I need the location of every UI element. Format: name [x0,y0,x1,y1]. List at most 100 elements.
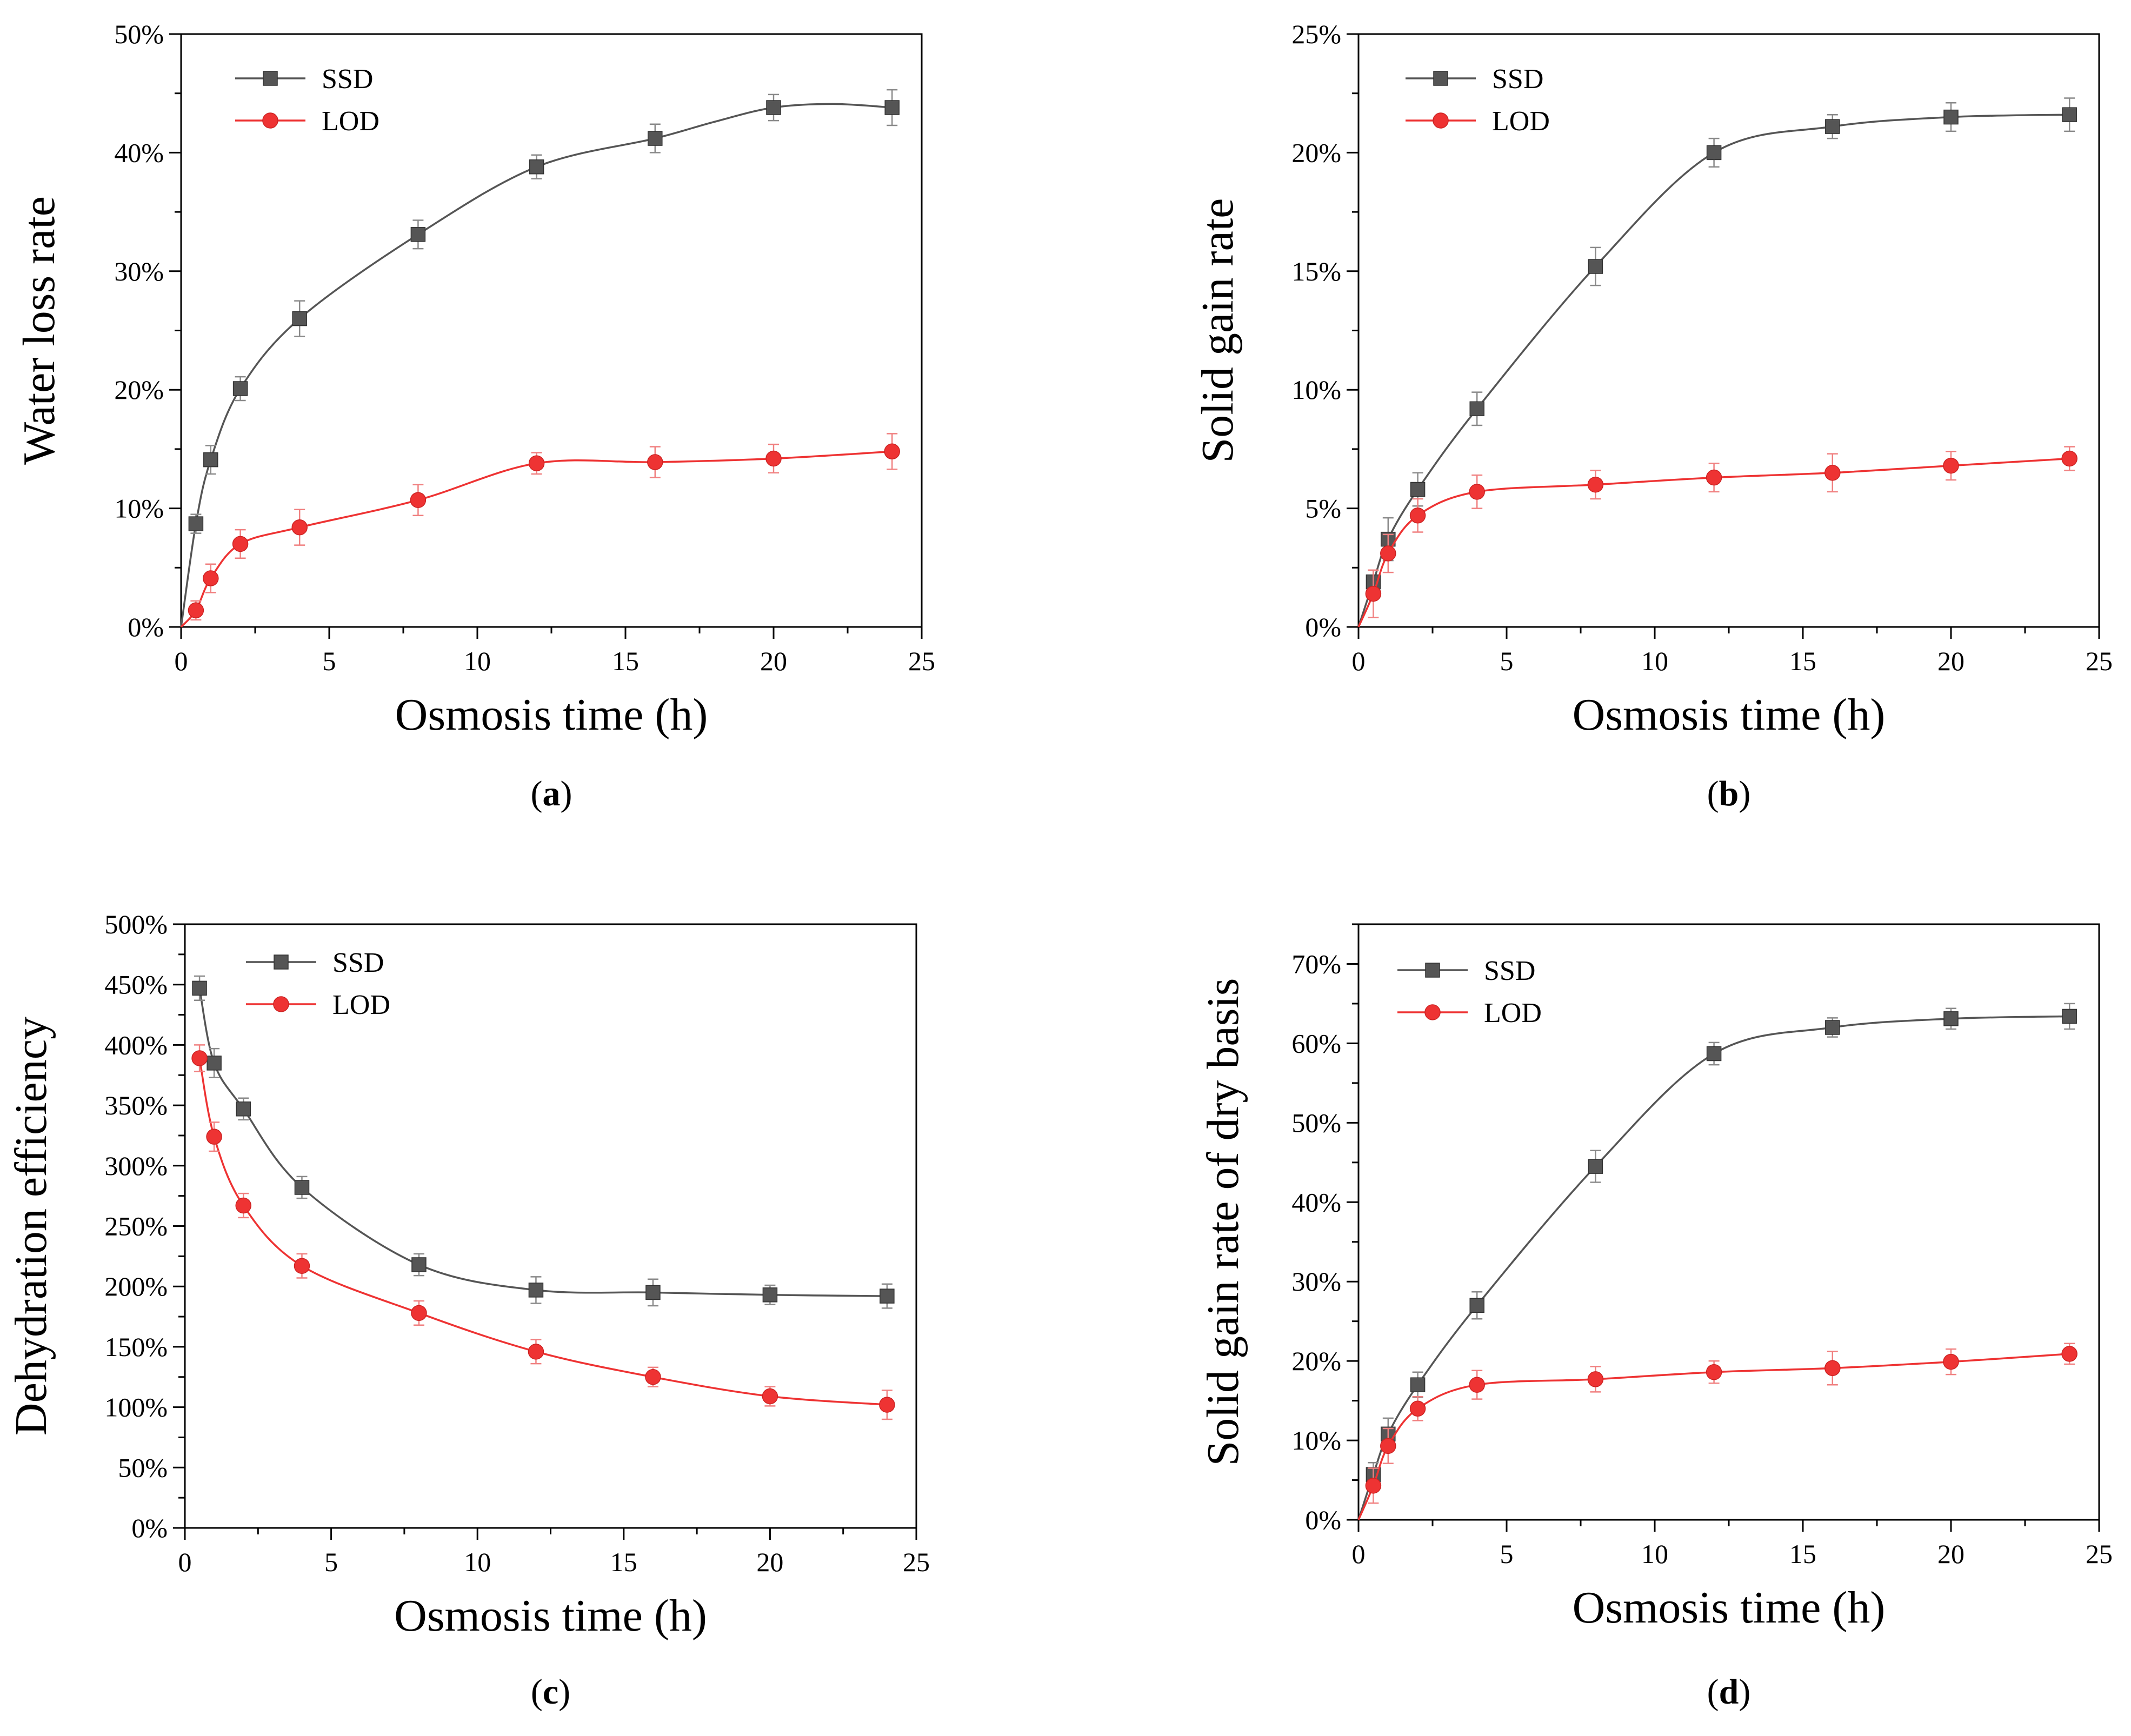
panel-label: (c) [531,1672,570,1712]
data-point-lod [645,1369,661,1385]
series-ssd [180,89,900,627]
legend-marker-lod [262,112,278,129]
y-tick-label: 60% [1291,1028,1341,1058]
data-point-ssd [884,100,900,115]
data-point-ssd [292,311,307,326]
chart-panel-b: 0 5 10 15 20 25 0% 5% 10% 15% 20% 25% Osmosis time (… [1193,19,2113,813]
y-tick-label: 350% [104,1090,168,1120]
x-tick-label: 20 [756,1547,783,1577]
x-axis-title: Osmosis time (h) [394,1591,707,1641]
data-point-lod [203,570,219,586]
data-point-lod [647,454,663,470]
data-point-ssd [188,516,204,531]
x-tick-label: 10 [1641,646,1668,676]
data-point-lod [1824,465,1841,481]
legend-label-ssd: SSD [1492,64,1543,95]
legend-marker-ssd [263,71,278,86]
y-tick-label: 100% [104,1392,168,1423]
legend: SSD LOD [1406,64,1550,137]
data-point-ssd [1943,1011,1959,1026]
series-line-ssd [180,103,893,627]
data-point-lod [291,519,308,536]
x-axis-title: Osmosis time (h) [1573,690,1886,740]
x-tick-label: 10 [464,646,491,676]
data-point-lod [2061,1346,2077,1362]
data-point-lod [1409,1400,1426,1417]
data-point-lod [410,492,427,508]
data-point-ssd [1825,119,1840,134]
y-tick-label: 500% [104,909,168,939]
y-tick-label: 30% [1291,1266,1341,1297]
x-tick-label: 15 [612,646,639,676]
legend-label-lod: LOD [1492,106,1550,137]
y-axis-title: Water loss rate [14,196,64,465]
legend: SSD LOD [246,947,390,1020]
data-point-lod [1943,457,1959,474]
data-point-lod [1409,508,1426,524]
series-lod [1357,446,2077,627]
data-point-ssd [648,131,663,146]
data-point-ssd [645,1285,661,1300]
data-point-lod [188,602,204,619]
data-point-ssd [236,1101,251,1117]
legend: SSD LOD [235,64,379,137]
data-point-lod [1587,1371,1604,1387]
series-lod [191,1044,895,1420]
series-ssd [1357,97,2077,627]
data-point-ssd [880,1288,895,1304]
data-point-ssd [1706,145,1722,161]
data-point-lod [232,536,249,552]
data-point-lod [528,455,545,471]
x-tick-label: 15 [610,1547,637,1577]
data-point-ssd [410,227,426,242]
x-tick-label: 5 [324,1547,338,1577]
data-point-lod [879,1397,895,1413]
plot-frame [1357,33,2100,628]
data-point-ssd [1588,259,1603,274]
series-ssd [1357,1003,2077,1520]
y-tick-label: 10% [1291,375,1341,405]
y-tick-label: 40% [1291,1187,1341,1217]
x-axis-title: Osmosis time (h) [395,690,708,740]
y-tick-label: 50% [114,19,164,49]
x-tick-label: 0 [178,1547,192,1577]
x-tick-label: 15 [1789,1539,1816,1569]
x-tick-label: 20 [760,646,787,676]
data-point-lod [1365,1478,1382,1494]
y-tick-label: 30% [114,256,164,286]
y-tick-label: 10% [1291,1425,1341,1455]
series-line-ssd [198,988,887,1297]
data-point-lod [1706,1364,1722,1380]
y-tick-label: 150% [104,1332,168,1362]
x-tick-label: 25 [2086,646,2113,676]
data-point-ssd [1825,1020,1840,1035]
series-lod [180,433,900,628]
data-point-lod [206,1129,222,1145]
x-tick-label: 5 [1500,646,1514,676]
y-tick-label: 400% [104,1030,168,1060]
x-tick-label: 25 [2086,1539,2113,1569]
data-point-ssd [1469,1298,1484,1313]
data-point-lod [1824,1360,1841,1377]
series-line-ssd [1357,1015,2070,1520]
legend-label-lod: LOD [332,990,390,1020]
y-tick-label: 20% [1291,137,1341,168]
y-axis-title: Solid gain rate of dry basis [1198,978,1248,1466]
x-tick-label: 5 [1500,1539,1514,1569]
data-point-ssd [207,1056,222,1071]
legend-label-lod: LOD [322,106,379,137]
y-tick-label: 5% [1305,493,1341,524]
data-point-ssd [232,381,248,396]
data-point-lod [1469,484,1485,500]
series-line-lod [180,450,893,628]
legend: SSD LOD [1397,956,1542,1029]
plot-frame [184,923,917,1529]
x-tick-label: 25 [908,646,935,676]
legend-label-ssd: SSD [332,947,384,978]
panel-label: (a) [531,774,572,813]
data-point-lod [884,443,900,460]
x-tick-label: 15 [1789,646,1816,676]
chart-panel-d: 0 5 10 15 20 25 0% 10% 20% 30% 40% 50% 60% 70% Osmosis… [1198,923,2113,1712]
legend-marker-ssd [274,954,289,970]
data-point-ssd [411,1257,427,1272]
